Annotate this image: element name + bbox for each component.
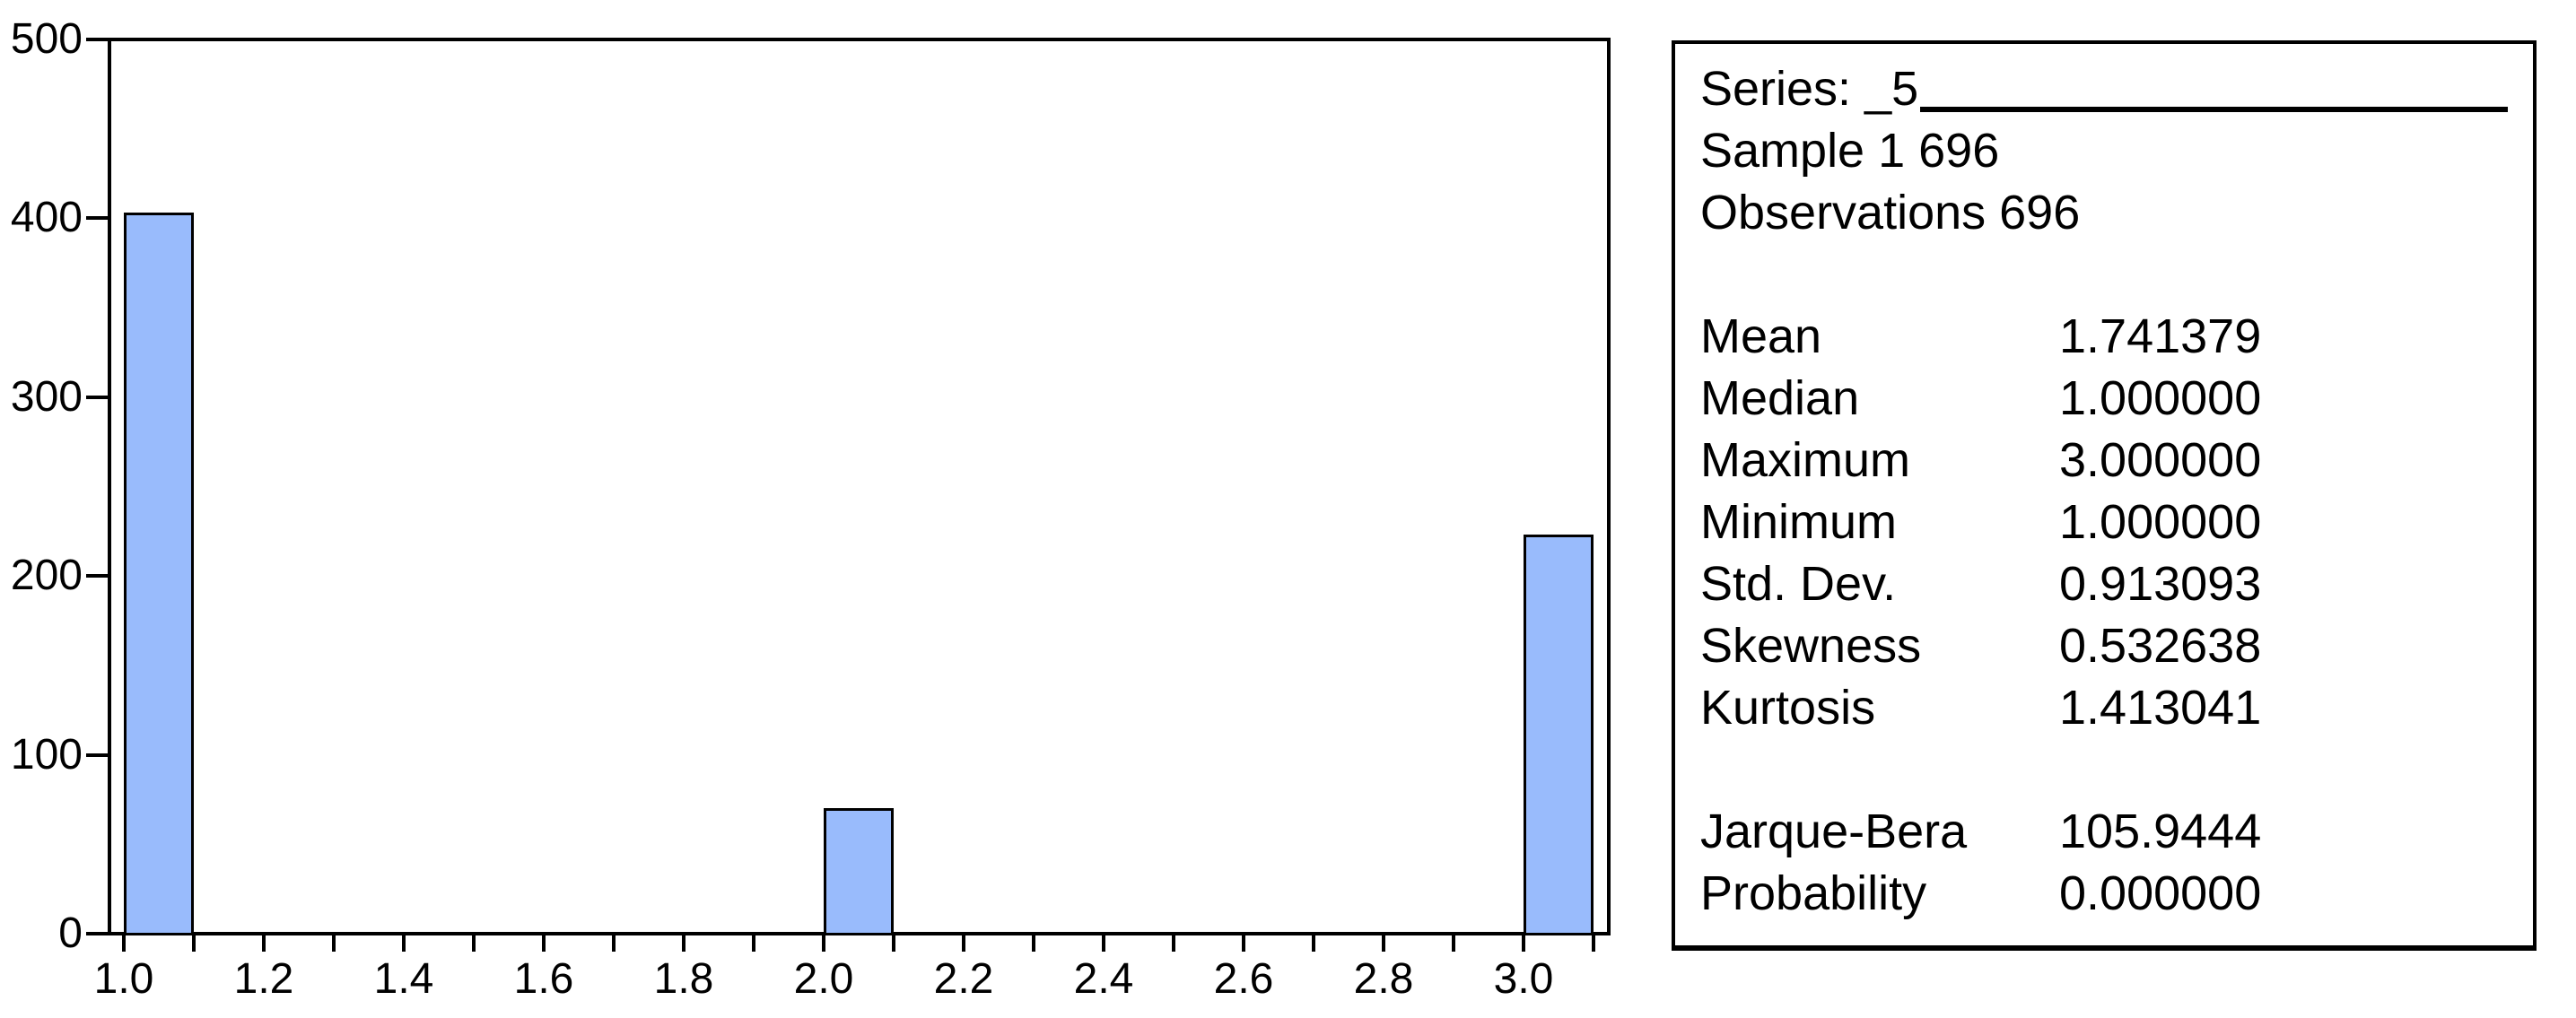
x-axis-tick — [892, 935, 895, 952]
x-axis-tick-label: 2.8 — [1353, 955, 1414, 1003]
stat-row-skewness: Skewness 0.532638 — [1700, 615, 2508, 677]
x-axis-tick — [472, 935, 476, 952]
series-label: Series: _5 — [1700, 62, 1919, 116]
stat-label: Mean — [1700, 309, 1822, 363]
series-header-row: Series: _5 — [1700, 58, 2508, 120]
x-axis-tick — [1382, 935, 1385, 952]
y-axis-tick-label: 500 — [10, 15, 83, 63]
x-axis-tick — [822, 935, 825, 952]
histogram-bar — [124, 213, 194, 935]
y-axis-tick-label: 0 — [58, 909, 83, 957]
stat-value: 3.000000 — [2059, 433, 2262, 487]
x-axis-tick — [402, 935, 406, 952]
stat-row-kurtosis: Kurtosis 1.413041 — [1700, 677, 2508, 739]
stat-value: 0.000000 — [2059, 866, 2262, 920]
y-axis-tick — [86, 395, 108, 399]
y-axis-tick — [86, 38, 108, 41]
stat-label: Jarque-Bera — [1700, 805, 1968, 858]
x-axis-tick-label: 1.4 — [373, 955, 434, 1003]
series-underline — [1920, 107, 2508, 112]
stat-value: 0.532638 — [2059, 619, 2262, 673]
stat-row-maximum: Maximum 3.000000 — [1700, 430, 2508, 492]
x-axis-tick — [1312, 935, 1315, 952]
y-axis-tick-label: 100 — [10, 730, 83, 779]
stat-label: Maximum — [1700, 433, 1911, 487]
y-axis-tick-label: 300 — [10, 372, 83, 421]
x-axis-tick-label: 1.2 — [233, 955, 294, 1003]
y-axis-tick — [86, 753, 108, 757]
x-axis-tick-label: 2.0 — [793, 955, 854, 1003]
stat-value: 1.741379 — [2059, 309, 2262, 363]
x-axis-tick — [1592, 935, 1595, 952]
observations-line: Observations 696 — [1700, 186, 2081, 239]
y-axis-tick — [86, 932, 108, 935]
stat-row-stddev: Std. Dev. 0.913093 — [1700, 553, 2508, 615]
x-axis-tick — [122, 935, 126, 952]
stats-section-gap — [1700, 739, 2508, 801]
stat-label: Std. Dev. — [1700, 557, 1897, 611]
histogram-bar — [824, 808, 894, 935]
stat-row-median: Median 1.000000 — [1700, 368, 2508, 430]
stat-row-minimum: Minimum 1.000000 — [1700, 492, 2508, 553]
plot-frame — [108, 38, 1611, 935]
stat-label: Skewness — [1700, 619, 1922, 673]
stat-value: 1.000000 — [2059, 371, 2262, 425]
y-axis-tick — [86, 216, 108, 221]
y-axis-tick-label: 400 — [10, 194, 83, 242]
x-axis-tick — [1522, 935, 1525, 952]
x-axis-tick — [542, 935, 546, 952]
stat-value: 0.913093 — [2059, 557, 2262, 611]
stat-label: Median — [1700, 371, 1860, 425]
x-axis-tick-label: 1.6 — [513, 955, 574, 1003]
stats-section-gap — [1700, 244, 2508, 306]
x-axis-tick-label: 2.4 — [1073, 955, 1134, 1003]
x-axis-tick-label: 3.0 — [1493, 955, 1554, 1003]
sample-line: Sample 1 696 — [1700, 124, 2000, 178]
x-axis-tick — [1452, 935, 1455, 952]
stats-box: Series: _5 Sample 1 696 Observations 696… — [1672, 40, 2537, 951]
stat-label: Probability — [1700, 866, 1927, 920]
stat-value: 105.9444 — [2059, 805, 2262, 858]
y-axis-tick — [86, 574, 108, 579]
stat-label: Kurtosis — [1700, 681, 1876, 735]
x-axis-tick — [752, 935, 755, 952]
stat-value: 1.000000 — [2059, 495, 2262, 549]
x-axis-tick — [192, 935, 196, 952]
x-axis-tick — [262, 935, 266, 952]
x-axis-tick — [332, 935, 336, 952]
x-axis-tick-label: 2.2 — [933, 955, 994, 1003]
x-axis-tick — [1242, 935, 1245, 952]
x-axis-tick — [682, 935, 685, 952]
x-axis-tick-label: 1.8 — [653, 955, 714, 1003]
x-axis-tick — [1172, 935, 1175, 952]
histogram-bar — [1524, 535, 1594, 935]
stat-label: Minimum — [1700, 495, 1898, 549]
y-axis-tick-label: 200 — [10, 552, 83, 600]
stat-row-probability: Probability 0.000000 — [1700, 863, 2508, 925]
stat-row-jarque-bera: Jarque-Bera 105.9444 — [1700, 801, 2508, 863]
stat-value: 1.413041 — [2059, 681, 2262, 735]
x-axis-tick-label: 1.0 — [93, 955, 154, 1003]
x-axis-tick — [1102, 935, 1105, 952]
x-axis-tick-label: 2.6 — [1213, 955, 1274, 1003]
stat-row-mean: Mean 1.741379 — [1700, 306, 2508, 368]
x-axis-tick — [1032, 935, 1035, 952]
x-axis-tick — [612, 935, 616, 952]
x-axis-tick — [962, 935, 965, 952]
